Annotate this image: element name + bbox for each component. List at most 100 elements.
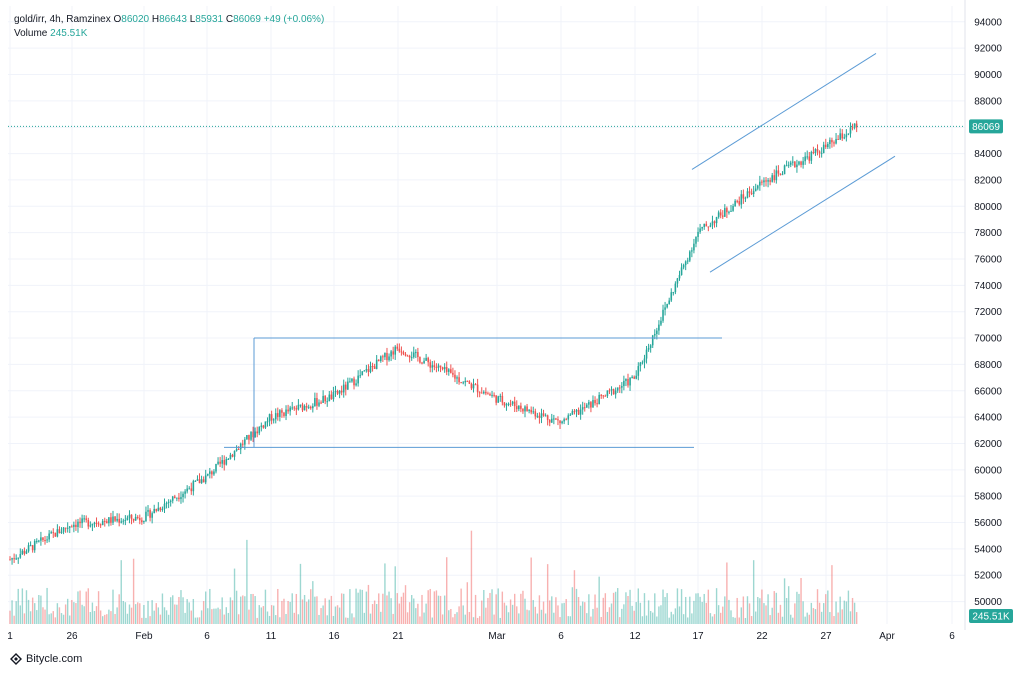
candle-body (794, 161, 796, 168)
candle-body (849, 127, 852, 134)
volume-bar (56, 603, 59, 624)
volume-bar (575, 588, 578, 624)
low-value: 85931 (195, 14, 224, 25)
candle-body (297, 404, 300, 410)
candle-body (781, 174, 784, 176)
volume-bar (244, 596, 246, 624)
volume-bar (343, 593, 345, 624)
volume-bar (353, 617, 355, 624)
volume-bar (709, 613, 712, 624)
candle-body (410, 357, 413, 359)
volume-bar (361, 589, 363, 624)
candle-body (538, 415, 541, 418)
candle-body (843, 137, 846, 139)
candle-body (777, 170, 780, 174)
brand[interactable]: Bitycle.com (10, 653, 82, 665)
candle-body (544, 415, 547, 417)
volume-bar (645, 615, 648, 624)
volume-bar (231, 600, 234, 624)
volume-bar (493, 614, 495, 624)
volume-bar (701, 601, 703, 624)
candle-body (149, 510, 151, 518)
candle-body (363, 370, 366, 372)
candle-body (262, 425, 265, 428)
volume-bar (73, 602, 75, 624)
volume-bar (810, 602, 813, 624)
candle-body (536, 415, 539, 417)
candle-body (487, 393, 489, 395)
candle-body (705, 223, 708, 227)
candle-body (254, 431, 256, 438)
x-tick-label: 26 (66, 631, 78, 642)
candle-body (190, 488, 193, 492)
candle-body (241, 443, 244, 445)
volume-bar (827, 590, 829, 624)
candle-body (701, 226, 703, 229)
volume-bar (462, 605, 464, 624)
volume-bar (847, 590, 850, 624)
volume-bar (11, 600, 13, 624)
candle-body (546, 415, 549, 420)
y-tick-label: 52000 (974, 571, 1002, 582)
volume-bar (588, 594, 590, 624)
volume-bar (229, 597, 232, 624)
candle-body (518, 405, 520, 410)
candle-body (213, 471, 215, 475)
candle-body (820, 153, 823, 155)
candle-body (724, 208, 726, 217)
candle-body (406, 355, 409, 357)
candle-body (693, 243, 695, 251)
candle-body (583, 407, 586, 409)
volume-bar (639, 602, 642, 624)
volume-bar (297, 614, 300, 624)
candle-body (375, 359, 378, 369)
volume-bar (246, 539, 248, 624)
candle-body (429, 362, 432, 368)
volume-bar (419, 616, 421, 624)
candle-body (802, 161, 804, 165)
volume-bar (431, 617, 433, 624)
volume-bar (66, 598, 69, 624)
volume-bar (507, 612, 510, 624)
volume-bar (316, 596, 318, 624)
candle-body (277, 413, 279, 417)
time-axis[interactable]: 1 26 Feb 6 11 16 21 Mar 6 12 17 22 27 Apr 6 (7, 631, 955, 642)
candle-body (621, 386, 623, 388)
candle-body (618, 387, 621, 389)
volume-bar (365, 591, 368, 624)
volume-bar (392, 613, 394, 624)
candle-body (421, 362, 423, 364)
drawings[interactable] (224, 53, 896, 448)
volume-bar (143, 605, 145, 624)
candle-body (573, 411, 576, 413)
volume-bar (750, 616, 753, 624)
candle-body (145, 511, 147, 521)
y-tick-label: 84000 (974, 149, 1002, 160)
volume-bar (159, 614, 162, 624)
volume-bar (734, 617, 736, 624)
volume-bar (371, 604, 374, 624)
volume-bar (466, 582, 469, 624)
candle-body (680, 267, 683, 276)
volume-bar (687, 617, 689, 624)
price-axis[interactable]: 50000 52000 54000 56000 58000 60000 62000 64000… (964, 0, 1024, 630)
volume-bar (514, 593, 516, 624)
candle-body (466, 380, 469, 382)
volume-bar (738, 617, 740, 624)
candle-body (816, 149, 819, 152)
volume-bar (332, 615, 335, 624)
volume-bar (95, 606, 98, 624)
volume-bar (21, 588, 24, 624)
candle-body (124, 519, 127, 521)
volume-bar (617, 588, 619, 624)
volume-bar (54, 617, 57, 624)
symbol-label[interactable]: gold/irr, 4h, Ramzinex (14, 14, 111, 25)
candle-body (635, 375, 638, 379)
candle-body (338, 390, 341, 394)
volume-bar (621, 608, 623, 624)
volume-bar (516, 606, 518, 624)
volume-bar (705, 602, 707, 624)
candle-body (377, 359, 380, 362)
